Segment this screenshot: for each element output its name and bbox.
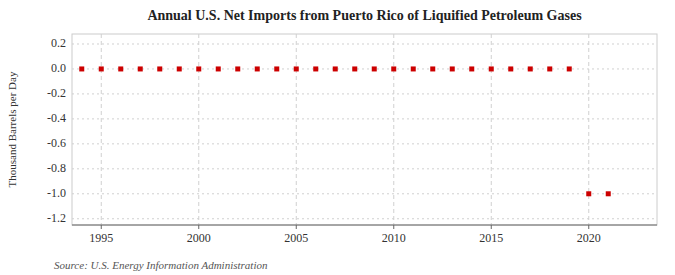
point bbox=[469, 66, 474, 71]
y-grid-line bbox=[72, 193, 657, 194]
x-tick-label: 2015 bbox=[479, 231, 503, 245]
title: Annual U.S. Net Imports from Puerto Rico… bbox=[147, 8, 582, 23]
point bbox=[586, 191, 591, 196]
y-tick-label: -0.2 bbox=[47, 86, 66, 100]
chart-container: 0.2 0.0 -0.2 -0.4 -0.6 -0.8 -1.0 -1.2 1995 2000 20… bbox=[0, 0, 675, 275]
source-note: Source: U.S. Energy Information Administ… bbox=[54, 259, 268, 271]
x-tick bbox=[101, 225, 102, 229]
x-tick-label: 2020 bbox=[577, 231, 601, 245]
x-tick-label: 1995 bbox=[89, 231, 113, 245]
point bbox=[216, 66, 221, 71]
point bbox=[196, 66, 201, 71]
axes: 0.2 0.0 -0.2 -0.4 -0.6 -0.8 -1.0 -1.2 1995 2000 20… bbox=[47, 36, 657, 245]
x-grid-line bbox=[101, 34, 102, 225]
y-grid-line bbox=[72, 143, 657, 144]
point bbox=[313, 66, 318, 71]
y-grid-line bbox=[72, 43, 657, 44]
point bbox=[606, 191, 611, 196]
x-tick bbox=[491, 225, 492, 229]
y-tick-label: -1.0 bbox=[47, 186, 66, 200]
point bbox=[411, 66, 416, 71]
point bbox=[528, 66, 533, 71]
x-tick-label: 2000 bbox=[187, 231, 211, 245]
x-grid-line bbox=[491, 34, 492, 225]
point bbox=[157, 66, 162, 71]
point bbox=[489, 66, 494, 71]
plot-frame bbox=[72, 34, 657, 225]
y-grid-line bbox=[72, 118, 657, 119]
x-tick bbox=[393, 225, 394, 229]
y-tick-label: -0.6 bbox=[47, 136, 66, 150]
x-grid-line bbox=[296, 34, 297, 225]
point bbox=[177, 66, 182, 71]
grid bbox=[72, 34, 657, 225]
y-grid-line bbox=[72, 93, 657, 94]
x-tick-label: 2010 bbox=[382, 231, 406, 245]
x-grid-line bbox=[198, 34, 199, 225]
y-tick-label: -1.2 bbox=[47, 211, 66, 225]
y-tick-label: -0.8 bbox=[47, 161, 66, 175]
y-grid-line bbox=[72, 218, 657, 219]
point bbox=[352, 66, 357, 71]
point bbox=[255, 66, 260, 71]
x-grid-line bbox=[393, 34, 394, 225]
markers bbox=[79, 66, 611, 196]
point bbox=[547, 66, 552, 71]
y-tick-label: 0.0 bbox=[51, 61, 66, 75]
point bbox=[508, 66, 513, 71]
x-tick-label: 2005 bbox=[284, 231, 308, 245]
x-tick bbox=[198, 225, 199, 229]
point bbox=[79, 66, 84, 71]
point bbox=[450, 66, 455, 71]
point bbox=[333, 66, 338, 71]
point bbox=[430, 66, 435, 71]
point bbox=[118, 66, 123, 71]
x-tick bbox=[588, 225, 589, 229]
x-tick bbox=[296, 225, 297, 229]
point bbox=[99, 66, 104, 71]
point bbox=[294, 66, 299, 71]
point bbox=[567, 66, 572, 71]
point bbox=[138, 66, 143, 71]
point bbox=[372, 66, 377, 71]
x-axis-line bbox=[72, 225, 657, 226]
point bbox=[235, 66, 240, 71]
y-tick-label: -0.4 bbox=[47, 111, 66, 125]
point bbox=[391, 66, 396, 71]
chart: 0.2 0.0 -0.2 -0.4 -0.6 -0.8 -1.0 -1.2 1995 2000 20… bbox=[0, 0, 675, 275]
x-grid-line bbox=[588, 34, 589, 225]
y-tick-label: 0.2 bbox=[51, 36, 66, 50]
y-axis-label: Thousand Barrels per Day bbox=[6, 71, 18, 187]
point bbox=[274, 66, 279, 71]
y-grid-line bbox=[72, 168, 657, 169]
